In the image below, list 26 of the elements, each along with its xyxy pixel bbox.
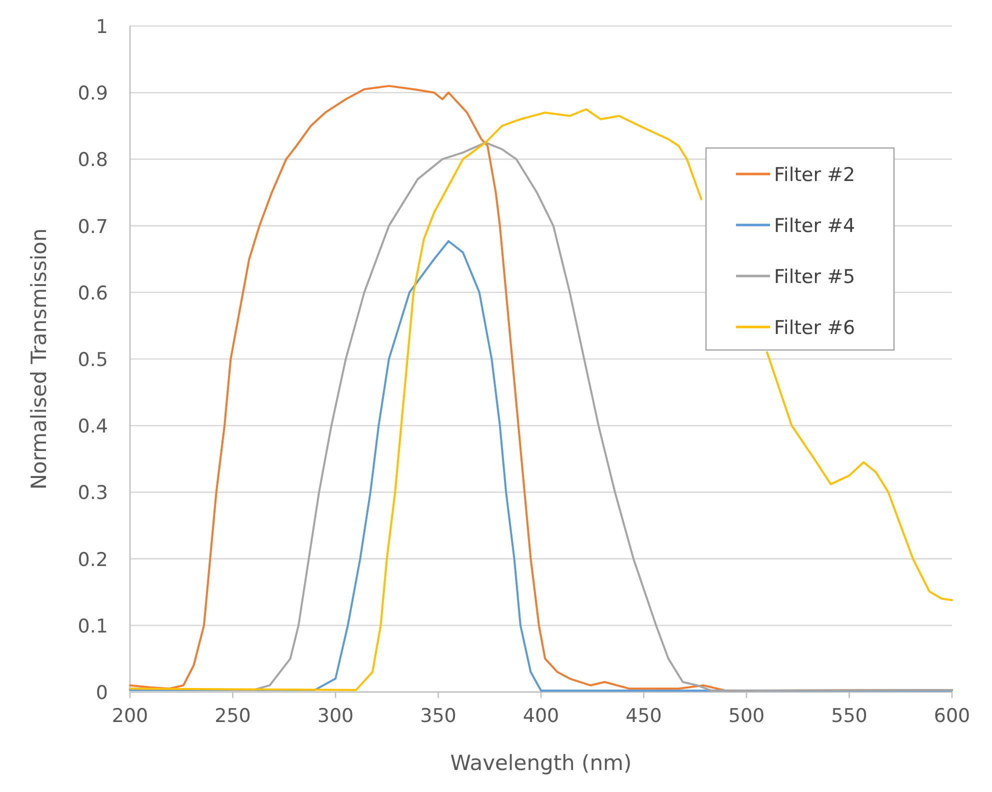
- x-tick-label: 200: [112, 705, 148, 727]
- x-tick-label: 500: [728, 705, 765, 727]
- y-tick-label: 0.7: [78, 216, 108, 238]
- x-tick-label: 550: [831, 705, 868, 727]
- y-tick-label: 0.9: [78, 82, 108, 105]
- x-axis-title: Wavelength (nm): [450, 751, 632, 775]
- y-tick-label: 0.1: [78, 615, 108, 638]
- x-tick-label: 450: [626, 705, 662, 727]
- y-tick-label: 0.5: [78, 349, 108, 371]
- y-tick-label: 0.6: [78, 282, 108, 304]
- legend-label: Filter #4: [774, 215, 856, 237]
- y-tick-label: 0.4: [78, 416, 108, 438]
- x-tick-label: 600: [934, 705, 970, 727]
- legend-label: Filter #6: [774, 317, 856, 339]
- legend-label: Filter #2: [774, 164, 856, 186]
- x-tick-label: 300: [317, 705, 354, 727]
- x-tick-label: 350: [420, 705, 456, 727]
- x-tick-label: 250: [214, 705, 251, 727]
- legend-label: Filter #5: [774, 266, 856, 288]
- y-tick-label: 0: [96, 682, 108, 704]
- y-tick-label: 0.2: [78, 548, 108, 571]
- y-tick-label: 0.8: [78, 149, 108, 172]
- x-tick-label: 400: [522, 705, 560, 727]
- y-tick-label: 0.3: [78, 482, 108, 504]
- y-tick-label: 1: [96, 16, 108, 38]
- y-axis-title: Normalised Transmission: [27, 228, 51, 490]
